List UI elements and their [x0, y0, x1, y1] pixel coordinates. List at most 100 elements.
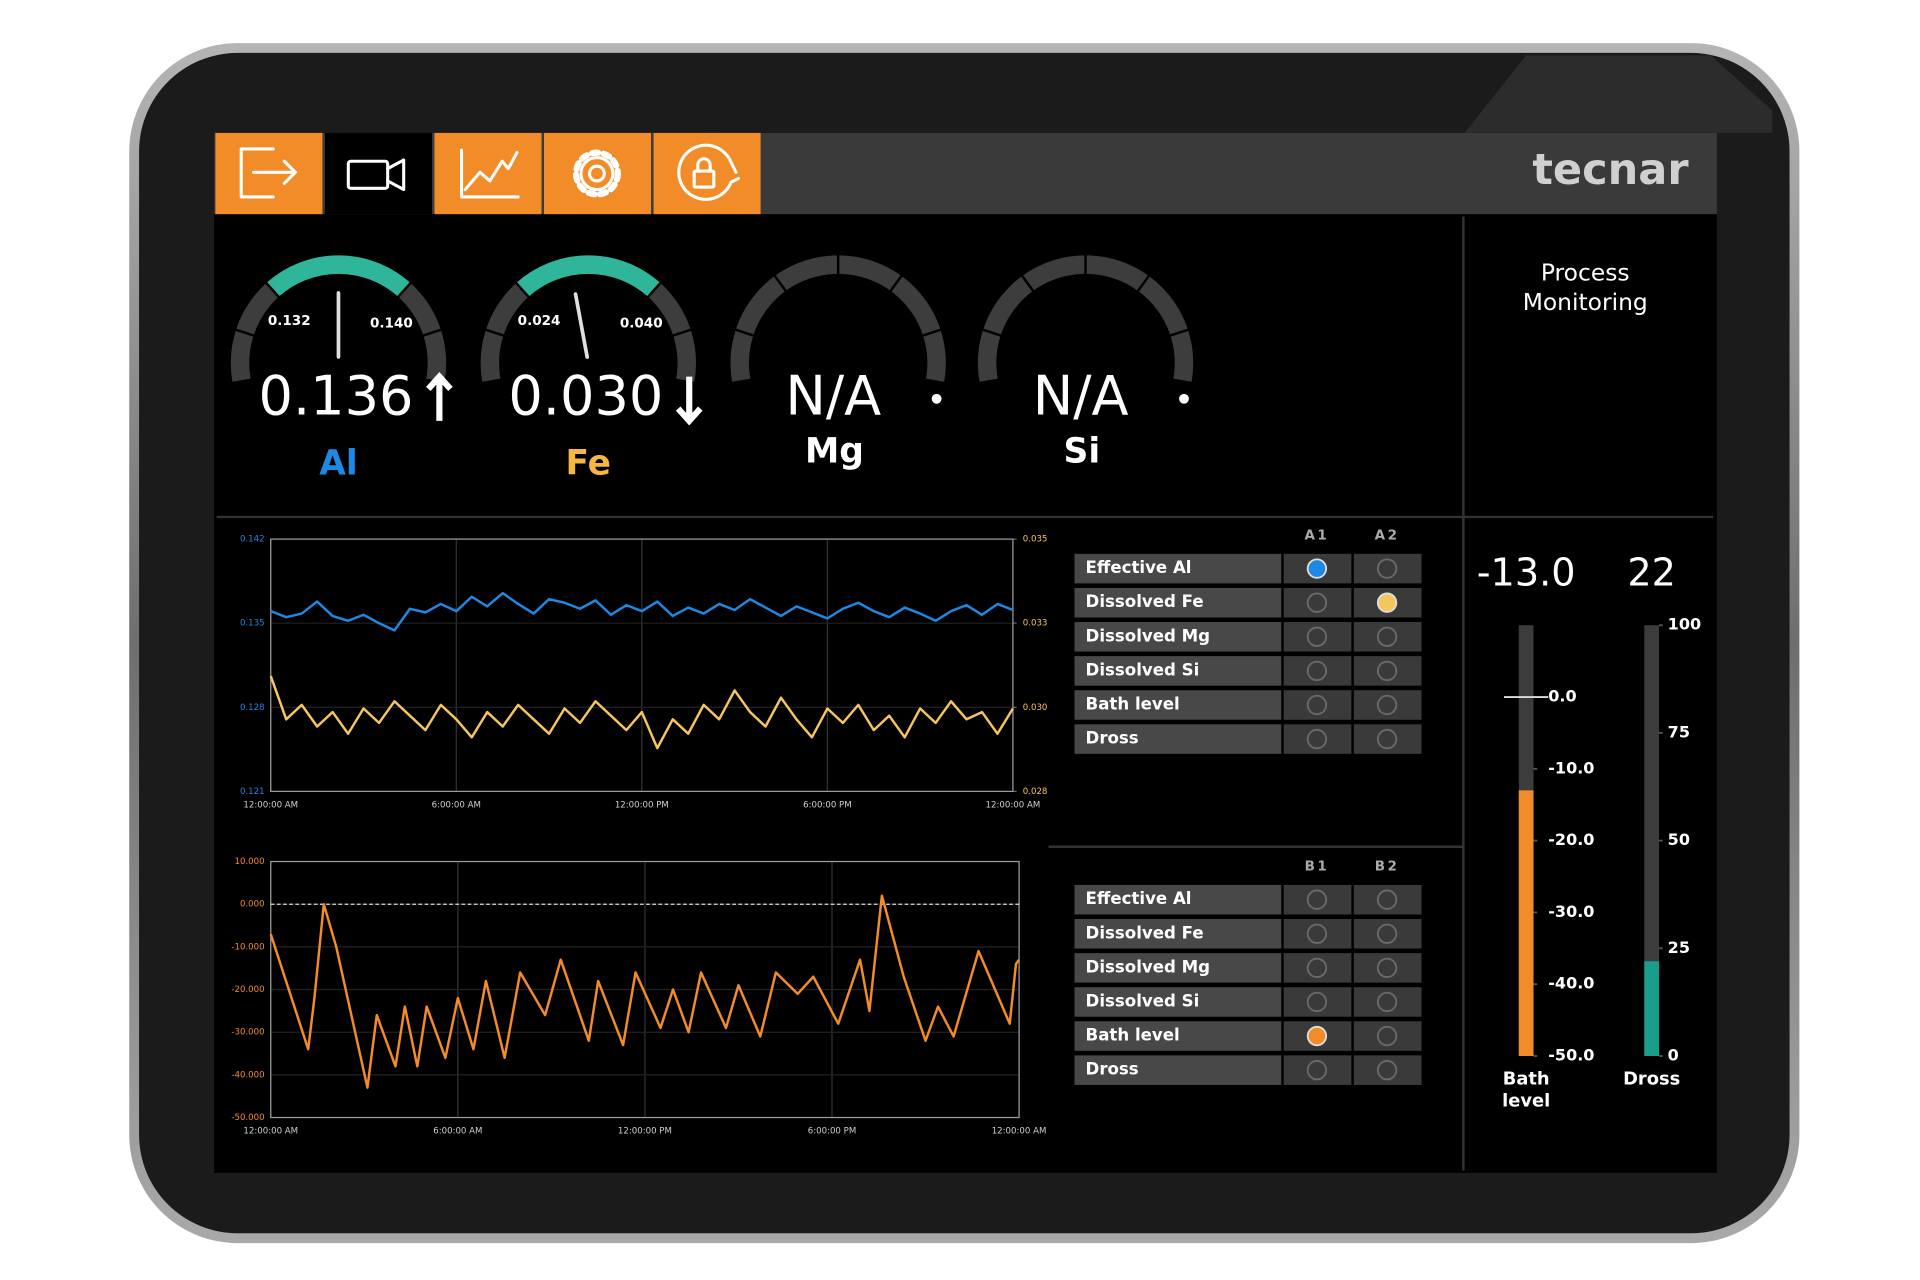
level-tick-label: 50 [1668, 830, 1690, 849]
indicator-cell [1353, 884, 1422, 915]
row-label: Dissolved Fe [1086, 923, 1204, 942]
x-tick-label: 12:00:00 AM [992, 1127, 1047, 1137]
indicator-cell [1283, 587, 1352, 618]
camera-button[interactable] [324, 132, 432, 215]
level-bar [1644, 961, 1660, 1056]
level-track [1644, 625, 1660, 1056]
plot-frame [270, 860, 1020, 1119]
camera-icon [346, 159, 390, 190]
gear-icon [579, 156, 615, 192]
indicator-cell [1353, 724, 1422, 754]
lock-body [692, 169, 716, 189]
y2-tick-label: 0.035 [1023, 535, 1048, 545]
x-tick-label: 12:00:00 PM [618, 1127, 672, 1137]
row-label-cell [1074, 656, 1282, 686]
gauge-reading: N/A [785, 365, 881, 428]
status-indicator [1306, 660, 1328, 682]
y-tick-label: 0.128 [240, 703, 265, 713]
series-line [269, 675, 1014, 750]
level-value: 22 [1627, 550, 1676, 594]
gauge-segment-gap [264, 280, 281, 299]
lock-shackle [696, 157, 712, 173]
settings-button[interactable] [544, 132, 652, 215]
gauge-segment-gap [396, 280, 413, 299]
status-indicator [1306, 694, 1328, 716]
x-tick-label: 12:00:00 AM [243, 1127, 298, 1137]
gauge-element: Al [319, 444, 357, 484]
status-indicator [1376, 694, 1398, 716]
indicator-cell [1353, 919, 1422, 949]
status-indicator [1376, 889, 1398, 910]
y-tick-label: -30.000 [231, 1028, 264, 1038]
gauge-element: Fe [566, 444, 612, 484]
trend-icon [460, 148, 520, 199]
indicator-cell [1283, 622, 1352, 652]
row-label-cell [1074, 919, 1282, 949]
trend-arrow [675, 376, 703, 426]
row-label-cell [1074, 553, 1282, 584]
status-indicator [1376, 957, 1398, 979]
trend-arrow [426, 372, 453, 421]
row-label-cell [1074, 690, 1282, 720]
y-tick-label: -50.000 [231, 1113, 264, 1123]
status-indicator [1306, 1025, 1328, 1047]
gauge-segment-gap [1135, 273, 1151, 294]
row-label: Effective Al [1086, 889, 1192, 908]
x-tick-label: 12:00:00 PM [615, 800, 669, 810]
status-indicator [1306, 558, 1328, 579]
y-tick-label: 0.142 [240, 535, 265, 545]
row-label: Dross [1086, 729, 1139, 748]
y-tick-label: 0.135 [240, 619, 265, 629]
status-indicator [1306, 592, 1328, 613]
row-label: Dissolved Mg [1086, 957, 1211, 976]
trend-button[interactable] [434, 132, 542, 215]
plot-frame [270, 538, 1014, 792]
gauge-element: Mg [805, 431, 864, 471]
gauge-min-label: 0.132 [268, 313, 311, 329]
gear-hub [588, 164, 606, 183]
table-column-header: A2 [1375, 527, 1400, 543]
level-bar [1518, 790, 1534, 1056]
series-line [270, 591, 1014, 632]
level-tick-label: -50.0 [1548, 1045, 1594, 1064]
level-tick-label: -30.0 [1548, 902, 1594, 921]
row-label: Bath level [1086, 694, 1180, 713]
indicator-cell [1283, 656, 1352, 686]
row-label: Dissolved Si [1086, 660, 1200, 679]
level-label-box: Dross [1623, 1070, 1680, 1090]
status-indicator [1306, 957, 1328, 979]
y2-tick-label: 0.033 [1023, 619, 1048, 629]
gauge-value: 0.136 [258, 365, 413, 428]
row-label-cell [1074, 987, 1282, 1017]
y2-tick-label: 0.028 [1023, 787, 1048, 797]
dividers [216, 216, 1714, 1171]
bezel-gloss [1464, 55, 1773, 133]
indicator-cell [1283, 1055, 1352, 1085]
table-column-header: B1 [1305, 858, 1330, 874]
gauge-segment-gap [514, 280, 531, 299]
x-tick-label: 6:00:00 PM [808, 1127, 857, 1137]
level-tick-label: -10.0 [1548, 758, 1594, 777]
row-label: Dross [1086, 1060, 1139, 1079]
level-label: Bath level [1502, 1069, 1551, 1112]
gauge-max-label: 0.040 [620, 316, 663, 332]
toolbar-buttons [215, 132, 761, 215]
indicator-cell [1283, 953, 1352, 983]
y-tick-label: 0.000 [240, 900, 265, 910]
gauge-segment-gap [733, 328, 756, 338]
gauge-segment-gap [645, 280, 663, 299]
level-tick-label: -40.0 [1548, 974, 1594, 993]
gauge-segment-gap [1020, 273, 1036, 294]
gauge-segment-gap [1168, 328, 1191, 338]
status-indicator [1376, 1025, 1398, 1047]
status-indicator [1306, 991, 1328, 1013]
status-indicator [1376, 660, 1398, 682]
table-column-header: A1 [1305, 527, 1330, 543]
level-tick-label: 75 [1668, 722, 1690, 741]
gauge-value: 0.030 [508, 365, 663, 428]
indicator-cell [1353, 987, 1422, 1017]
y-tick-label: 10.000 [234, 857, 264, 867]
camera-lens [386, 158, 406, 192]
status-indicator [1306, 626, 1328, 647]
